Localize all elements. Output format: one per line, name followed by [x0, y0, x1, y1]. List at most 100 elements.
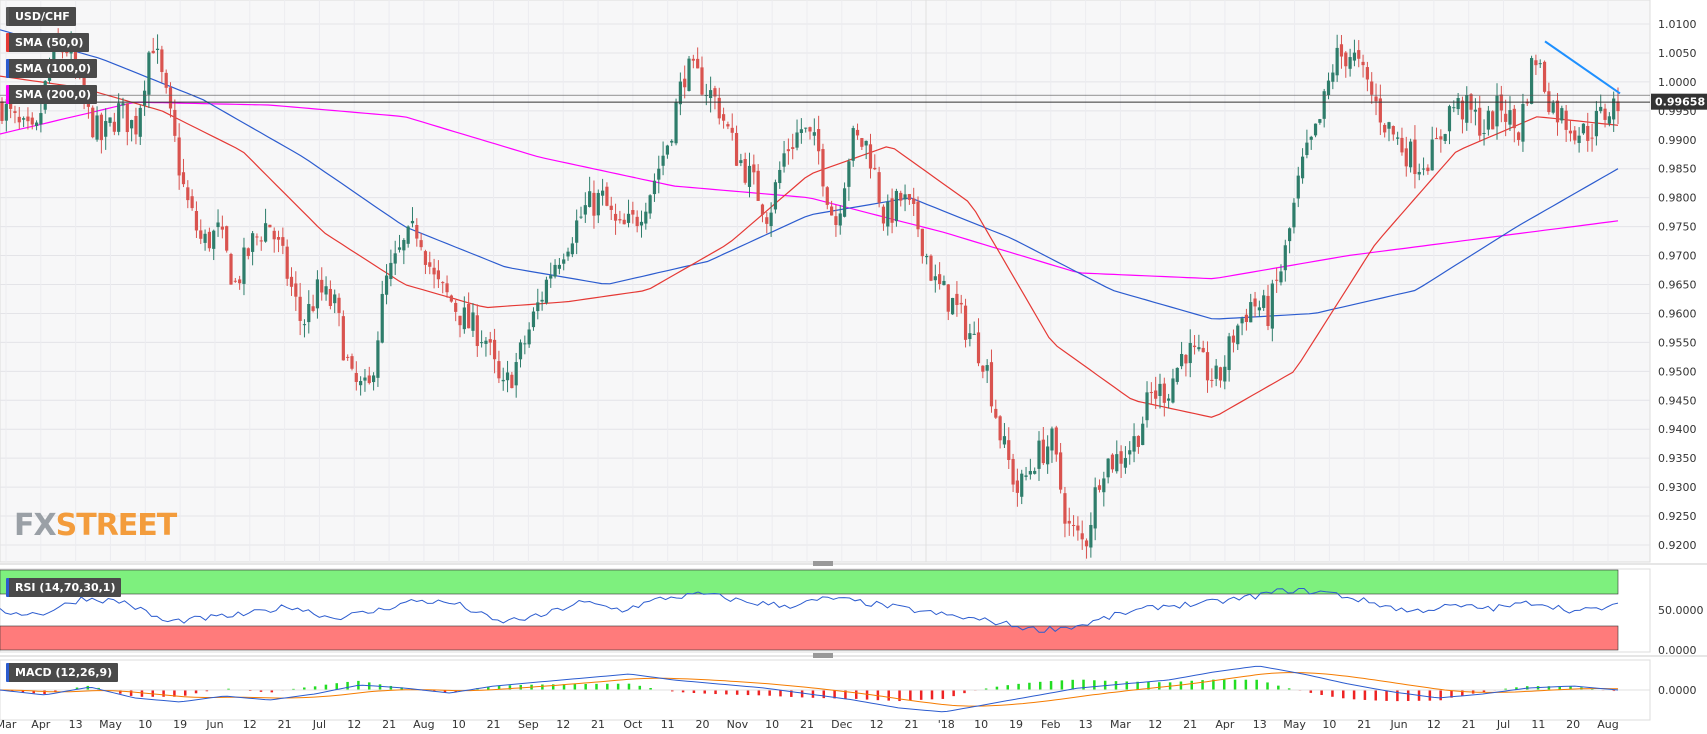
candle-up	[933, 276, 937, 281]
candle-down	[510, 374, 514, 389]
symbol-tag[interactable]: USD/CHF	[6, 7, 76, 26]
candle-down	[276, 237, 281, 240]
macd-hist-pos	[584, 683, 587, 690]
candle-up	[583, 205, 587, 215]
macd-hist-pos	[324, 684, 328, 690]
time-tick-label: Sep	[518, 718, 539, 731]
candle-up	[242, 247, 246, 284]
candle-up	[704, 95, 708, 97]
macd-hist-pos	[1504, 688, 1507, 690]
candle-down	[1616, 101, 1620, 112]
candle-down	[311, 306, 315, 311]
candle-down	[1110, 454, 1115, 470]
time-tick-label: Mar	[1110, 718, 1131, 731]
time-tick-label: 21	[800, 718, 814, 731]
macd-hist-neg	[151, 690, 155, 697]
candle-up	[1594, 110, 1598, 137]
candle-down	[696, 58, 700, 69]
candle-down	[929, 255, 933, 281]
price-tick-label: 0.9950	[1658, 105, 1697, 118]
candle-up	[1033, 470, 1037, 474]
candle-down	[618, 219, 622, 221]
macd-hist-neg	[790, 690, 793, 697]
candle-up	[1452, 107, 1456, 109]
candle-down	[605, 186, 609, 206]
candle-down	[9, 103, 13, 109]
sma-200-line	[0, 101, 1619, 280]
rsi-tick-label: 0.0000	[1658, 644, 1697, 657]
price-overlays: 0.99658	[0, 40, 1707, 110]
time-tick-label: 21	[278, 718, 292, 731]
candle-up	[1270, 283, 1274, 329]
time-tick-label: 19	[1009, 718, 1023, 731]
macd-hist-pos	[508, 685, 512, 690]
macd-hist-neg	[703, 690, 706, 694]
candle-down	[743, 158, 747, 183]
candle-up	[575, 220, 579, 243]
sma-50-tag[interactable]: SMA (50,0)	[6, 33, 90, 52]
candle-down	[1517, 132, 1521, 141]
candle-down	[1231, 335, 1236, 343]
candle-down	[1434, 138, 1439, 140]
macd-hist-neg	[768, 690, 771, 696]
axes: 1.0100 1.0050 1.0000 0.9950 0.9900 0.9850 0.98…	[0, 18, 1704, 731]
descending-trendline	[1544, 40, 1621, 95]
macd-hist-neg	[259, 690, 263, 692]
candle-down	[834, 216, 838, 226]
candle-down	[592, 192, 596, 216]
candle-up	[142, 90, 147, 106]
candle-up	[1300, 156, 1305, 179]
macd-hist-pos	[984, 688, 988, 690]
candle-down	[817, 129, 821, 152]
candle-up	[212, 230, 216, 249]
candle-up	[34, 122, 39, 126]
sma-200-tag[interactable]: SMA (200,0)	[6, 85, 98, 104]
candle-down	[73, 43, 78, 69]
candle-down	[173, 109, 177, 136]
candle-down	[134, 115, 138, 135]
macd-hist-pos	[638, 685, 642, 690]
candle-up	[549, 275, 553, 279]
candle-down	[1275, 279, 1279, 281]
macd-tag[interactable]: MACD (12,26,9)	[6, 663, 119, 682]
candle-up	[4, 103, 8, 121]
macd-hist-pos	[995, 686, 999, 690]
candle-down	[1460, 100, 1465, 120]
candle-down	[976, 332, 981, 364]
price-tick-label: 0.9200	[1658, 539, 1697, 552]
macd-hist-neg	[844, 690, 847, 699]
candle-down	[855, 129, 860, 136]
macd-hist-neg	[865, 690, 869, 700]
candle-down	[475, 315, 479, 347]
candle-up	[903, 194, 907, 200]
time-tick-label: 20	[1566, 718, 1580, 731]
candle-up	[410, 220, 415, 224]
candle-up	[39, 113, 43, 125]
candle-down	[1378, 98, 1382, 123]
rsi-tag[interactable]: RSI (14,70,30,1)	[6, 578, 122, 597]
candle-down	[899, 192, 903, 201]
candle-up	[687, 58, 691, 91]
macd-hist-pos	[1147, 682, 1150, 690]
candle-up	[847, 161, 851, 187]
candle-up	[95, 115, 99, 140]
macd-hist-pos	[1049, 681, 1053, 690]
time-tick-label: Dec	[831, 718, 852, 731]
candle-down	[916, 201, 920, 230]
candle-up	[674, 102, 678, 144]
macd-hist-pos	[1071, 679, 1074, 690]
macd-hist-pos	[1158, 682, 1161, 690]
candle-down	[981, 365, 985, 372]
macd-hist-pos	[649, 687, 652, 690]
time-tick-label: 21	[1183, 718, 1197, 731]
candle-up	[1249, 302, 1253, 323]
candle-down	[609, 205, 613, 210]
candle-down	[168, 87, 173, 109]
candle-up	[773, 182, 778, 210]
macd-hist-neg	[1385, 690, 1388, 701]
sma-100-tag[interactable]: SMA (100,0)	[6, 59, 98, 78]
candle-down	[112, 121, 116, 132]
candle-down	[821, 149, 825, 187]
macd-hist-pos	[1255, 679, 1258, 690]
